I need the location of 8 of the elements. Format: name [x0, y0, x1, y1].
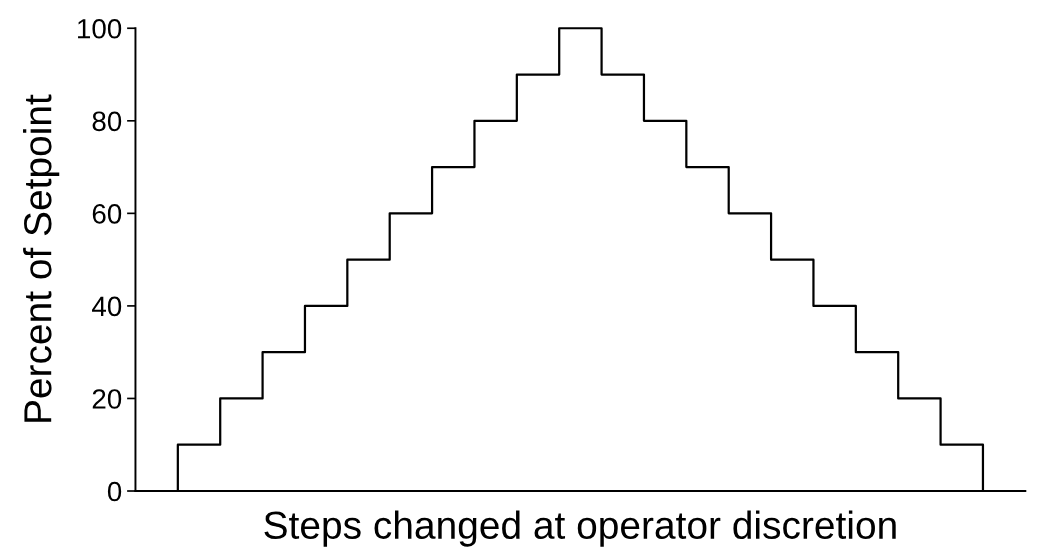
y-tick-label: 20 — [92, 389, 122, 409]
y-tick-label: 0 — [107, 481, 122, 502]
y-axis-title: Percent of Setpoint — [23, 94, 60, 422]
y-tick-label: 100 — [78, 18, 122, 39]
y-tick-label: 40 — [92, 296, 122, 317]
y-tick-label: 80 — [92, 111, 122, 132]
x-axis-title: Steps changed at operator discretion — [264, 510, 896, 547]
y-tick-label: 60 — [92, 204, 122, 224]
